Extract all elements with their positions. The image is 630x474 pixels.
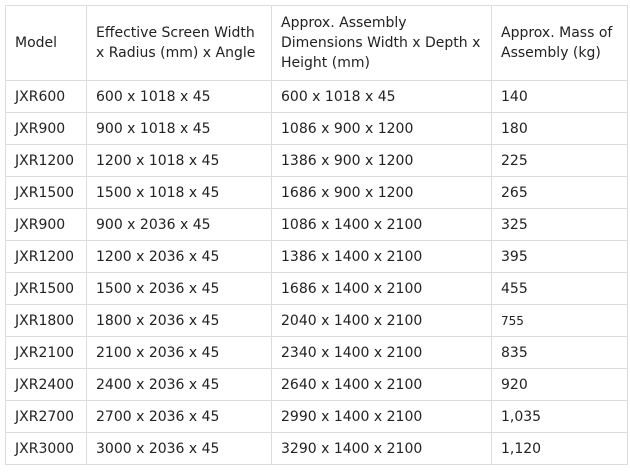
cell-model: JXR2100 (5, 336, 87, 369)
cell-dimensions: 1686 x 900 x 1200 (271, 176, 492, 209)
cell-dimensions: 3290 x 1400 x 2100 (271, 432, 492, 465)
cell-mass: 265 (491, 176, 628, 209)
cell-screen-width: 2100 x 2036 x 45 (86, 336, 272, 369)
cell-screen-width: 900 x 2036 x 45 (86, 208, 272, 241)
table-row: JXR1200 1200 x 2036 x 45 1386 x 1400 x 210… (5, 240, 628, 273)
cell-mass: 1,120 (491, 432, 628, 465)
cell-dimensions: 2640 x 1400 x 2100 (271, 368, 492, 401)
cell-dimensions: 1386 x 900 x 1200 (271, 144, 492, 177)
cell-mass: 140 (491, 80, 628, 113)
table-body: JXR600 600 x 1018 x 45 600 x 1018 x 45 140 … (5, 80, 628, 465)
cell-dimensions: 1086 x 1400 x 2100 (271, 208, 492, 241)
cell-dimensions: 2990 x 1400 x 2100 (271, 400, 492, 433)
cell-model: JXR1200 (5, 144, 87, 177)
table-header: Model Effective Screen Width x Radius (m… (5, 5, 628, 81)
table-row: JXR1500 1500 x 1018 x 45 1686 x 900 x 1200… (5, 176, 628, 209)
cell-dimensions: 1086 x 900 x 1200 (271, 112, 492, 145)
table-row: JXR2400 2400 x 2036 x 45 2640 x 1400 x 210… (5, 368, 628, 401)
cell-screen-width: 900 x 1018 x 45 (86, 112, 272, 145)
cell-model: JXR1500 (5, 176, 87, 209)
cell-mass: 395 (491, 240, 628, 273)
cell-screen-width: 1200 x 1018 x 45 (86, 144, 272, 177)
cell-mass: 225 (491, 144, 628, 177)
table-row: JXR900 900 x 2036 x 45 1086 x 1400 x 2100 3… (5, 208, 628, 241)
cell-model: JXR3000 (5, 432, 87, 465)
cell-model: JXR2400 (5, 368, 87, 401)
specs-table: Model Effective Screen Width x Radius (m… (5, 5, 628, 465)
header-row: Model Effective Screen Width x Radius (m… (5, 5, 628, 81)
cell-screen-width: 2400 x 2036 x 45 (86, 368, 272, 401)
table-row: JXR1500 1500 x 2036 x 45 1686 x 1400 x 210… (5, 272, 628, 305)
cell-model: JXR900 (5, 208, 87, 241)
header-assembly-dimensions: Approx. Assembly Dimensions Width x Dept… (271, 5, 492, 81)
cell-mass: 755 (491, 304, 628, 337)
cell-dimensions: 1386 x 1400 x 2100 (271, 240, 492, 273)
cell-model: JXR1200 (5, 240, 87, 273)
cell-dimensions: 2340 x 1400 x 2100 (271, 336, 492, 369)
table-row: JXR1200 1200 x 1018 x 45 1386 x 900 x 1200… (5, 144, 628, 177)
cell-mass: 325 (491, 208, 628, 241)
cell-screen-width: 1200 x 2036 x 45 (86, 240, 272, 273)
cell-screen-width: 1500 x 2036 x 45 (86, 272, 272, 305)
table-row: JXR2700 2700 x 2036 x 45 2990 x 1400 x 210… (5, 400, 628, 433)
table-row: JXR900 900 x 1018 x 45 1086 x 900 x 1200 18… (5, 112, 628, 145)
cell-screen-width: 1800 x 2036 x 45 (86, 304, 272, 337)
cell-screen-width: 600 x 1018 x 45 (86, 80, 272, 113)
header-assembly-mass: Approx. Mass of Assembly (kg) (491, 5, 628, 81)
cell-mass: 455 (491, 272, 628, 305)
cell-model: JXR1500 (5, 272, 87, 305)
cell-dimensions: 2040 x 1400 x 2100 (271, 304, 492, 337)
cell-model: JXR900 (5, 112, 87, 145)
table-row: JXR1800 1800 x 2036 x 45 2040 x 1400 x 210… (5, 304, 628, 337)
cell-model: JXR2700 (5, 400, 87, 433)
cell-mass: 835 (491, 336, 628, 369)
cell-model: JXR1800 (5, 304, 87, 337)
cell-mass: 1,035 (491, 400, 628, 433)
cell-model: JXR600 (5, 80, 87, 113)
cell-screen-width: 3000 x 2036 x 45 (86, 432, 272, 465)
table-row: JXR2100 2100 x 2036 x 45 2340 x 1400 x 210… (5, 336, 628, 369)
cell-dimensions: 1686 x 1400 x 2100 (271, 272, 492, 305)
header-model: Model (5, 5, 87, 81)
cell-screen-width: 2700 x 2036 x 45 (86, 400, 272, 433)
header-screen-width: Effective Screen Width x Radius (mm) x A… (86, 5, 272, 81)
table-row: JXR600 600 x 1018 x 45 600 x 1018 x 45 140 (5, 80, 628, 113)
table-row: JXR3000 3000 x 2036 x 45 3290 x 1400 x 210… (5, 432, 628, 465)
cell-mass: 920 (491, 368, 628, 401)
cell-mass: 180 (491, 112, 628, 145)
cell-screen-width: 1500 x 1018 x 45 (86, 176, 272, 209)
cell-dimensions: 600 x 1018 x 45 (271, 80, 492, 113)
